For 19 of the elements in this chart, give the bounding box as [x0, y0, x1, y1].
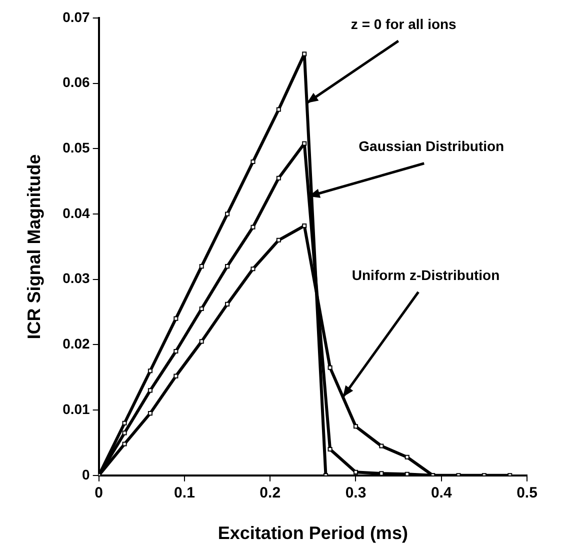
- x-tick-label: 0: [94, 484, 104, 502]
- y-tick-label: 0.01: [62, 400, 90, 417]
- annotation: z = 0 for all ions: [350, 16, 457, 32]
- y-axis-title: ICR Signal Magnitude: [24, 154, 44, 340]
- y-tick-label: 0: [82, 466, 90, 482]
- y-tick-label: 0.02: [62, 336, 90, 352]
- x-tick-label: 0.2: [260, 484, 281, 502]
- y-tick-label: 0.06: [62, 74, 90, 90]
- x-tick-label: 0.4: [430, 484, 452, 502]
- y-tick-label: 0.07: [62, 8, 90, 25]
- y-tick-label: 0.05: [62, 140, 90, 156]
- annotation: Uniform z-Distribution: [352, 266, 500, 283]
- x-tick-label: 0.3: [345, 484, 366, 502]
- annotation: Gaussian Distribution: [358, 138, 504, 154]
- y-tick-label: 0.03: [62, 270, 90, 286]
- x-tick-label: 0.5: [516, 484, 538, 502]
- x-axis-title: Excitation Period (ms): [218, 523, 408, 544]
- y-tick-label: 0.04: [62, 204, 90, 221]
- x-tick-label: 0.1: [174, 484, 195, 502]
